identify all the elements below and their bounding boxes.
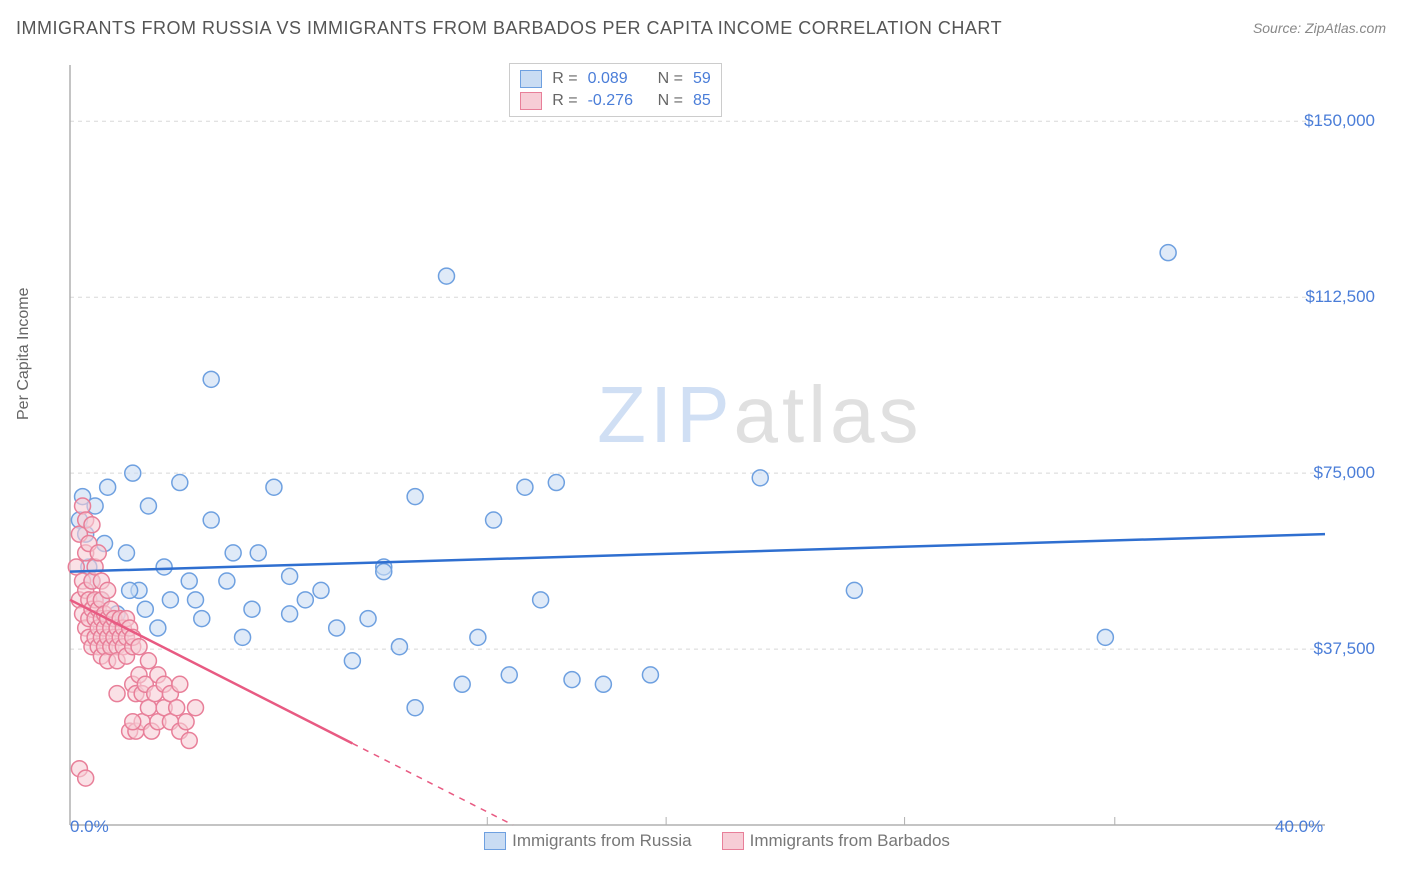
r-value: 0.089 — [588, 70, 648, 88]
scatter-plot — [55, 55, 1385, 855]
y-tick-label: $37,500 — [1314, 639, 1375, 659]
x-tick-label: 40.0% — [1275, 817, 1323, 837]
legend-label: Immigrants from Barbados — [750, 831, 950, 851]
series-legend: Immigrants from Russia Immigrants from Ba… — [484, 831, 950, 851]
y-tick-label: $75,000 — [1314, 463, 1375, 483]
source-link[interactable]: ZipAtlas.com — [1305, 20, 1386, 36]
chart-title: IMMIGRANTS FROM RUSSIA VS IMMIGRANTS FRO… — [16, 18, 1002, 39]
n-label: N = — [658, 92, 683, 110]
legend-row: R = -0.276 N = 85 — [520, 90, 710, 112]
n-value: 59 — [693, 70, 711, 88]
r-label: R = — [552, 92, 577, 110]
n-value: 85 — [693, 92, 711, 110]
r-label: R = — [552, 70, 577, 88]
correlation-legend: R = 0.089 N = 59 R = -0.276 N = 85 — [509, 63, 721, 117]
legend-swatch — [722, 832, 744, 850]
y-tick-label: $150,000 — [1304, 111, 1375, 131]
n-label: N = — [658, 70, 683, 88]
legend-item: Immigrants from Barbados — [722, 831, 950, 851]
y-tick-label: $112,500 — [1305, 287, 1375, 307]
source-attribution: Source: ZipAtlas.com — [1253, 20, 1386, 36]
x-tick-label: 0.0% — [70, 817, 109, 837]
legend-label: Immigrants from Russia — [512, 831, 691, 851]
source-label: Source: — [1253, 20, 1305, 36]
legend-row: R = 0.089 N = 59 — [520, 68, 710, 90]
legend-swatch — [520, 92, 542, 110]
chart-area: ZIPatlas R = 0.089 N = 59 R = -0.276 N =… — [55, 55, 1385, 845]
legend-swatch — [484, 832, 506, 850]
legend-item: Immigrants from Russia — [484, 831, 691, 851]
r-value: -0.276 — [588, 92, 648, 110]
legend-swatch — [520, 70, 542, 88]
y-axis-label: Per Capita Income — [15, 287, 33, 420]
